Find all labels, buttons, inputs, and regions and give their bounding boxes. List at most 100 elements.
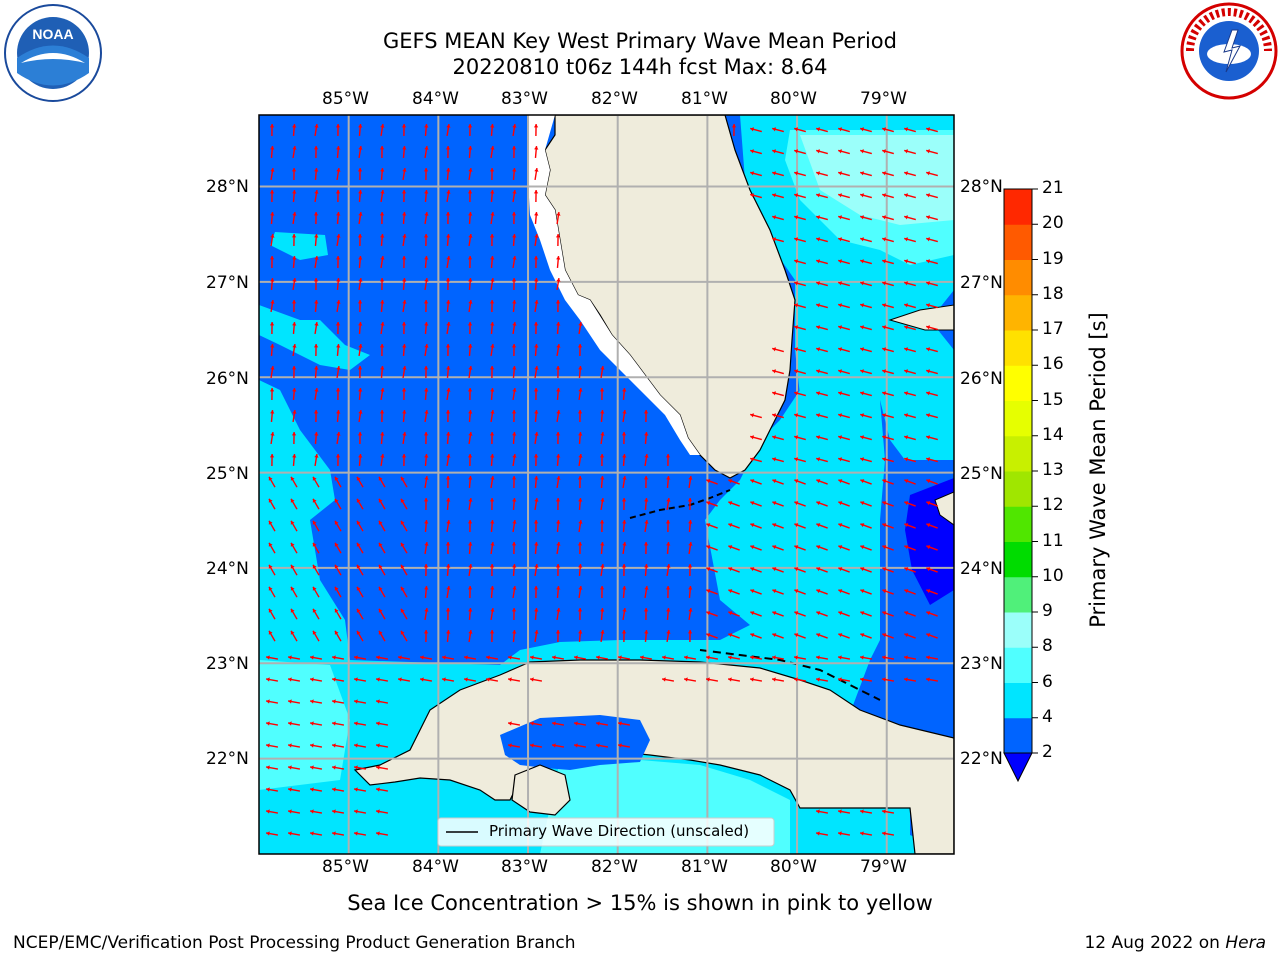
wave-direction-arrow xyxy=(838,281,850,287)
wave-direction-arrow xyxy=(599,453,605,467)
colorbar-segment xyxy=(1004,471,1032,507)
wave-direction-arrow xyxy=(336,431,341,445)
wave-direction-arrow xyxy=(838,589,850,595)
wave-direction-arrow xyxy=(331,721,345,726)
wave-direction-arrow xyxy=(331,787,345,792)
wave-direction-arrow xyxy=(728,589,740,595)
batabano-gulf xyxy=(500,715,650,770)
wave-direction-arrow xyxy=(837,809,851,814)
wave-direction-arrow xyxy=(534,233,539,247)
wave-direction-arrow xyxy=(926,545,938,551)
wave-direction-arrow xyxy=(312,608,320,620)
wave-direction-arrow xyxy=(622,409,627,423)
wave-direction-arrow xyxy=(512,167,517,181)
wave-direction-arrow xyxy=(600,409,605,423)
wave-direction-arrow xyxy=(446,321,451,335)
colorbar-segment xyxy=(1004,189,1032,225)
wave-direction-arrow xyxy=(375,655,389,660)
wave-direction-arrow xyxy=(512,365,517,379)
wave-direction-arrow xyxy=(816,567,828,573)
wave-direction-arrow xyxy=(573,721,587,726)
wave-direction-arrow xyxy=(534,343,539,357)
wave-direction-arrow xyxy=(643,475,649,489)
wave-direction-arrow xyxy=(291,233,297,247)
wave-direction-arrow xyxy=(859,677,873,682)
wave-direction-arrow xyxy=(772,347,784,353)
wave-direction-arrow xyxy=(643,607,649,621)
wave-direction-arrow xyxy=(904,149,916,155)
wave-direction-arrow xyxy=(512,123,517,137)
wave-direction-arrow xyxy=(314,189,319,203)
wave-direction-arrow xyxy=(816,369,828,375)
wave-direction-arrow xyxy=(380,189,385,203)
colorbar-tick-label: 17 xyxy=(1042,319,1064,339)
wave-direction-arrow xyxy=(402,233,407,247)
wave-direction-arrow xyxy=(287,787,301,792)
wave-direction-arrow xyxy=(265,787,279,792)
wave-direction-arrow xyxy=(380,431,385,445)
wave-direction-arrow xyxy=(463,677,477,682)
wave-direction-arrow xyxy=(904,127,916,133)
wave-direction-arrow xyxy=(860,611,872,617)
wave-direction-arrow xyxy=(269,123,275,137)
period-band-4-6 xyxy=(259,305,370,370)
wave-direction-arrow xyxy=(336,211,341,225)
colorbar-segment xyxy=(1004,259,1032,296)
chart-title-line1: GEFS MEAN Key West Primary Wave Mean Per… xyxy=(383,29,897,53)
wave-direction-arrow xyxy=(860,149,872,155)
wave-direction-arrow xyxy=(882,391,894,397)
wave-direction-arrow xyxy=(622,475,627,489)
colorbar-segment xyxy=(1004,682,1032,719)
wave-direction-arrow xyxy=(534,497,539,511)
wave-direction-arrow xyxy=(446,387,451,401)
wave-direction-arrow xyxy=(838,413,850,419)
wave-direction-arrow xyxy=(556,321,561,335)
wave-direction-arrow xyxy=(794,589,806,595)
wave-direction-arrow xyxy=(446,189,451,203)
wave-direction-arrow xyxy=(882,523,894,529)
wave-direction-arrow xyxy=(706,501,718,507)
wave-direction-arrow xyxy=(534,145,539,159)
wave-direction-arrow xyxy=(533,387,539,401)
wave-direction-arrow xyxy=(815,655,829,660)
wave-direction-arrow xyxy=(489,233,495,247)
wave-direction-arrow xyxy=(621,563,627,577)
wave-direction-arrow xyxy=(292,343,297,357)
wave-direction-arrow xyxy=(401,255,407,269)
wave-direction-arrow xyxy=(838,259,850,265)
wave-direction-arrow xyxy=(794,347,806,353)
wave-direction-arrow xyxy=(750,633,762,639)
wave-direction-arrow xyxy=(446,167,451,181)
wave-direction-arrow xyxy=(904,413,916,419)
wave-direction-arrow xyxy=(772,501,784,507)
wave-direction-arrow xyxy=(882,413,894,419)
wave-direction-arrow xyxy=(489,431,495,445)
wave-direction-arrow xyxy=(334,586,342,598)
wave-direction-arrow xyxy=(772,611,784,617)
isle-of-youth xyxy=(511,764,571,816)
wave-direction-arrow xyxy=(750,127,762,133)
wave-direction-arrow xyxy=(860,281,872,287)
wave-direction-arrow xyxy=(926,347,938,353)
wave-direction-arrow xyxy=(728,633,740,639)
wave-direction-arrow xyxy=(378,608,386,620)
wave-direction-arrow xyxy=(859,831,873,836)
wave-direction-arrow xyxy=(424,585,429,599)
cuba-landmass xyxy=(353,659,954,854)
wave-direction-arrow xyxy=(313,409,319,423)
wave-direction-arrow xyxy=(794,413,806,419)
chart-title-line2: 20220810 t06z 144h fcst Max: 8.64 xyxy=(452,55,828,79)
wave-direction-arrow xyxy=(445,607,451,621)
wave-direction-arrow xyxy=(665,519,671,533)
wave-direction-arrow xyxy=(489,563,495,577)
wave-direction-arrow xyxy=(661,655,675,660)
wave-direction-arrow xyxy=(556,343,561,357)
wave-direction-arrow xyxy=(926,369,938,375)
wave-direction-arrow xyxy=(467,585,473,599)
wave-direction-arrow xyxy=(356,476,364,488)
wave-direction-arrow xyxy=(860,479,872,485)
wave-direction-arrow xyxy=(661,677,675,682)
wave-direction-arrow xyxy=(595,655,609,660)
wave-direction-arrow xyxy=(309,809,323,814)
wave-direction-arrow xyxy=(489,167,495,181)
